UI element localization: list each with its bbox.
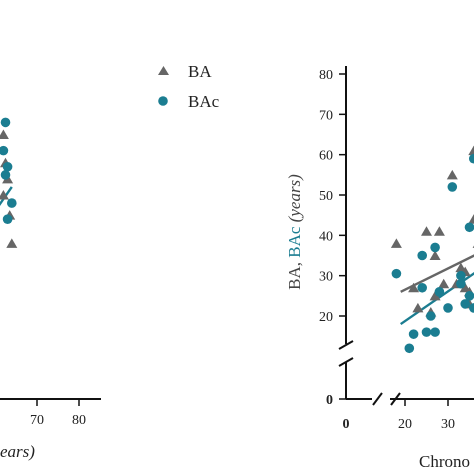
right-point-bac-6 [430, 327, 440, 337]
right-point-bac-0 [391, 268, 402, 279]
left-point-ba-5 [6, 238, 18, 248]
legend: BA BAc [158, 62, 220, 111]
left-x-tick-70: 70 [30, 413, 44, 428]
right-point-ba-1 [408, 282, 420, 293]
right-x-tick-0: 0 [343, 417, 350, 432]
right-point-ba-5 [433, 226, 445, 236]
right-y-tick-30: 30 [319, 270, 333, 285]
right-point-bac-19 [443, 303, 453, 313]
right-chart-panel: 0 20 30 40 50 60 70 80 0 20 30 BA, BAc (years) Ch… [285, 66, 474, 471]
right-x-break-mark-right [390, 392, 401, 406]
right-point-bac-1 [408, 329, 419, 339]
right-y-ticks: 0 20 30 40 50 60 70 80 [319, 68, 346, 408]
right-point-bac-2 [404, 343, 415, 354]
right-x-break-mark-left [372, 392, 383, 406]
right-y-axis-title-units: (years) [285, 174, 304, 227]
right-x-ticks: 0 20 30 [343, 399, 455, 432]
right-y-axis-title-ba: BA, [285, 258, 304, 290]
right-x-tick-20: 20 [398, 417, 412, 432]
right-point-ba-8 [446, 169, 458, 180]
right-point-ba-12 [468, 145, 474, 156]
right-point-bac-12 [464, 291, 474, 301]
right-point-bac-18 [434, 287, 445, 297]
left-point-bac-0 [0, 117, 11, 128]
right-y-tick-60: 60 [319, 149, 333, 164]
legend-ba-marker [158, 66, 169, 75]
right-y-tick-0: 0 [326, 393, 333, 408]
right-point-bac-13 [464, 222, 474, 233]
legend-ba-label: BA [188, 62, 212, 81]
left-point-bac-3 [0, 170, 11, 180]
right-y-break-mark-lower [338, 357, 354, 367]
right-y-tick-40: 40 [319, 229, 333, 244]
right-point-bac-8 [430, 242, 440, 253]
right-point-ba-3 [412, 302, 424, 313]
right-point-ba-6 [429, 290, 441, 301]
legend-bac-marker [158, 96, 168, 106]
right-data-marks [390, 145, 474, 354]
right-point-bac-9 [447, 182, 458, 192]
left-point-bac-2 [2, 161, 13, 172]
left-point-ba-0 [0, 129, 9, 139]
right-y-tick-70: 70 [319, 108, 333, 123]
left-point-ba-3 [0, 190, 9, 200]
right-point-bac-10 [456, 278, 466, 289]
right-point-bac-3 [417, 250, 428, 261]
right-point-bac-14 [469, 153, 474, 164]
right-y-tick-20: 20 [319, 310, 333, 325]
left-x-tick-80: 80 [72, 413, 86, 428]
left-point-bac-4 [7, 198, 17, 208]
left-chart-panel: 70 80 ears) [0, 117, 101, 461]
right-x-tick-30: 30 [441, 417, 455, 432]
right-point-bac-5 [421, 327, 432, 337]
right-point-bac-15 [469, 303, 474, 313]
right-y-break-mark-upper [338, 340, 354, 350]
legend-bac-label: BAc [188, 92, 220, 111]
right-point-ba-7 [438, 278, 450, 289]
left-x-axis-title-fragment: ears) [0, 442, 35, 461]
right-y-axis-title-bac: BAc [285, 226, 304, 258]
right-point-bac-4 [417, 282, 428, 293]
left-point-bac-5 [2, 214, 13, 224]
right-point-bac-7 [426, 311, 436, 321]
left-point-bac-1 [0, 145, 9, 156]
left-data-marks [0, 117, 18, 248]
right-y-tick-50: 50 [319, 189, 333, 204]
right-y-axis-title: BA, BAc (years) [285, 174, 304, 290]
right-point-ba-19 [429, 250, 441, 260]
right-point-ba-2 [421, 226, 432, 236]
right-point-ba-13 [468, 214, 474, 224]
right-point-ba-0 [390, 238, 402, 248]
right-point-bac-17 [456, 270, 466, 281]
right-point-bac-11 [460, 299, 471, 309]
right-y-tick-80: 80 [319, 68, 333, 83]
right-x-axis-title-fragment: Chrono [419, 452, 470, 471]
right-point-ba-17 [459, 282, 471, 293]
